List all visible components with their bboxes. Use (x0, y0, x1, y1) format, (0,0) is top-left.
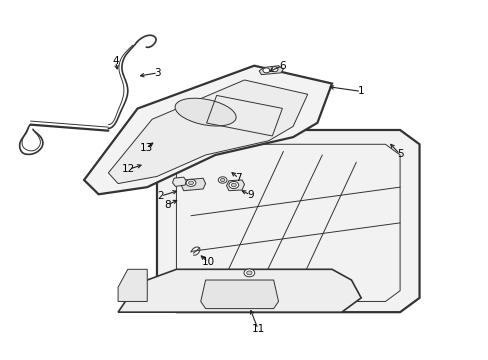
Polygon shape (226, 180, 244, 191)
Text: 4: 4 (112, 57, 119, 66)
Circle shape (271, 67, 278, 72)
Polygon shape (172, 177, 186, 186)
Polygon shape (259, 66, 283, 75)
Circle shape (188, 181, 193, 185)
Polygon shape (108, 80, 307, 184)
Circle shape (186, 179, 196, 186)
Text: 2: 2 (157, 191, 164, 201)
Text: 7: 7 (235, 173, 242, 183)
Polygon shape (157, 130, 419, 312)
Text: 8: 8 (164, 200, 171, 210)
Circle shape (231, 183, 236, 187)
Ellipse shape (175, 98, 236, 126)
Polygon shape (84, 66, 331, 194)
Polygon shape (118, 269, 361, 312)
Circle shape (220, 179, 224, 181)
Text: 6: 6 (279, 61, 285, 71)
Circle shape (246, 271, 251, 275)
Text: 11: 11 (251, 324, 264, 334)
Polygon shape (201, 280, 278, 309)
Circle shape (228, 181, 238, 189)
Text: 10: 10 (201, 257, 214, 267)
Polygon shape (181, 178, 205, 191)
Text: 1: 1 (357, 86, 364, 96)
Text: 9: 9 (246, 190, 253, 200)
Circle shape (244, 269, 254, 277)
Text: 5: 5 (396, 149, 403, 159)
Text: 13: 13 (140, 143, 153, 153)
Circle shape (263, 68, 269, 73)
Text: 3: 3 (154, 68, 161, 78)
Circle shape (218, 177, 226, 183)
Polygon shape (118, 269, 147, 301)
Text: 12: 12 (122, 164, 135, 174)
